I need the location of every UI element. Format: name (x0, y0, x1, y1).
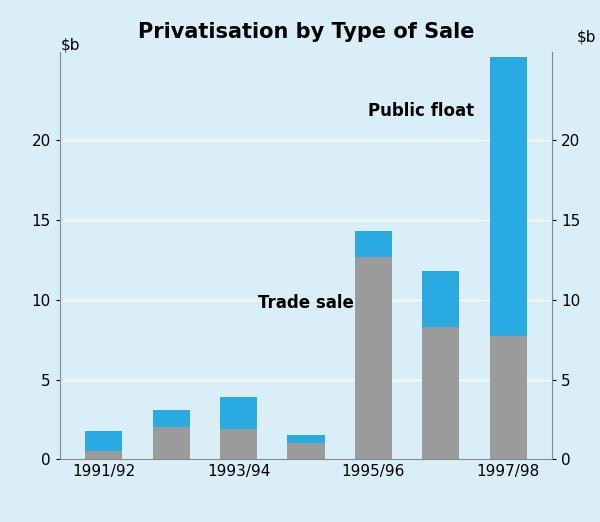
Bar (422, 271, 460, 327)
Text: $b: $b (61, 37, 80, 52)
Text: Trade sale: Trade sale (258, 294, 354, 312)
Bar (490, 336, 527, 459)
Bar (220, 429, 257, 459)
Bar (490, 57, 527, 336)
Bar (152, 410, 190, 428)
Bar (287, 443, 325, 459)
Title: Privatisation by Type of Sale: Privatisation by Type of Sale (138, 22, 474, 42)
Bar (422, 327, 460, 459)
Bar (85, 431, 122, 452)
Text: $b: $b (577, 29, 596, 44)
Bar (152, 428, 190, 459)
Bar (355, 257, 392, 459)
Text: Public float: Public float (368, 102, 473, 120)
Bar (220, 397, 257, 429)
Bar (287, 435, 325, 443)
Bar (85, 452, 122, 459)
Bar (355, 231, 392, 257)
